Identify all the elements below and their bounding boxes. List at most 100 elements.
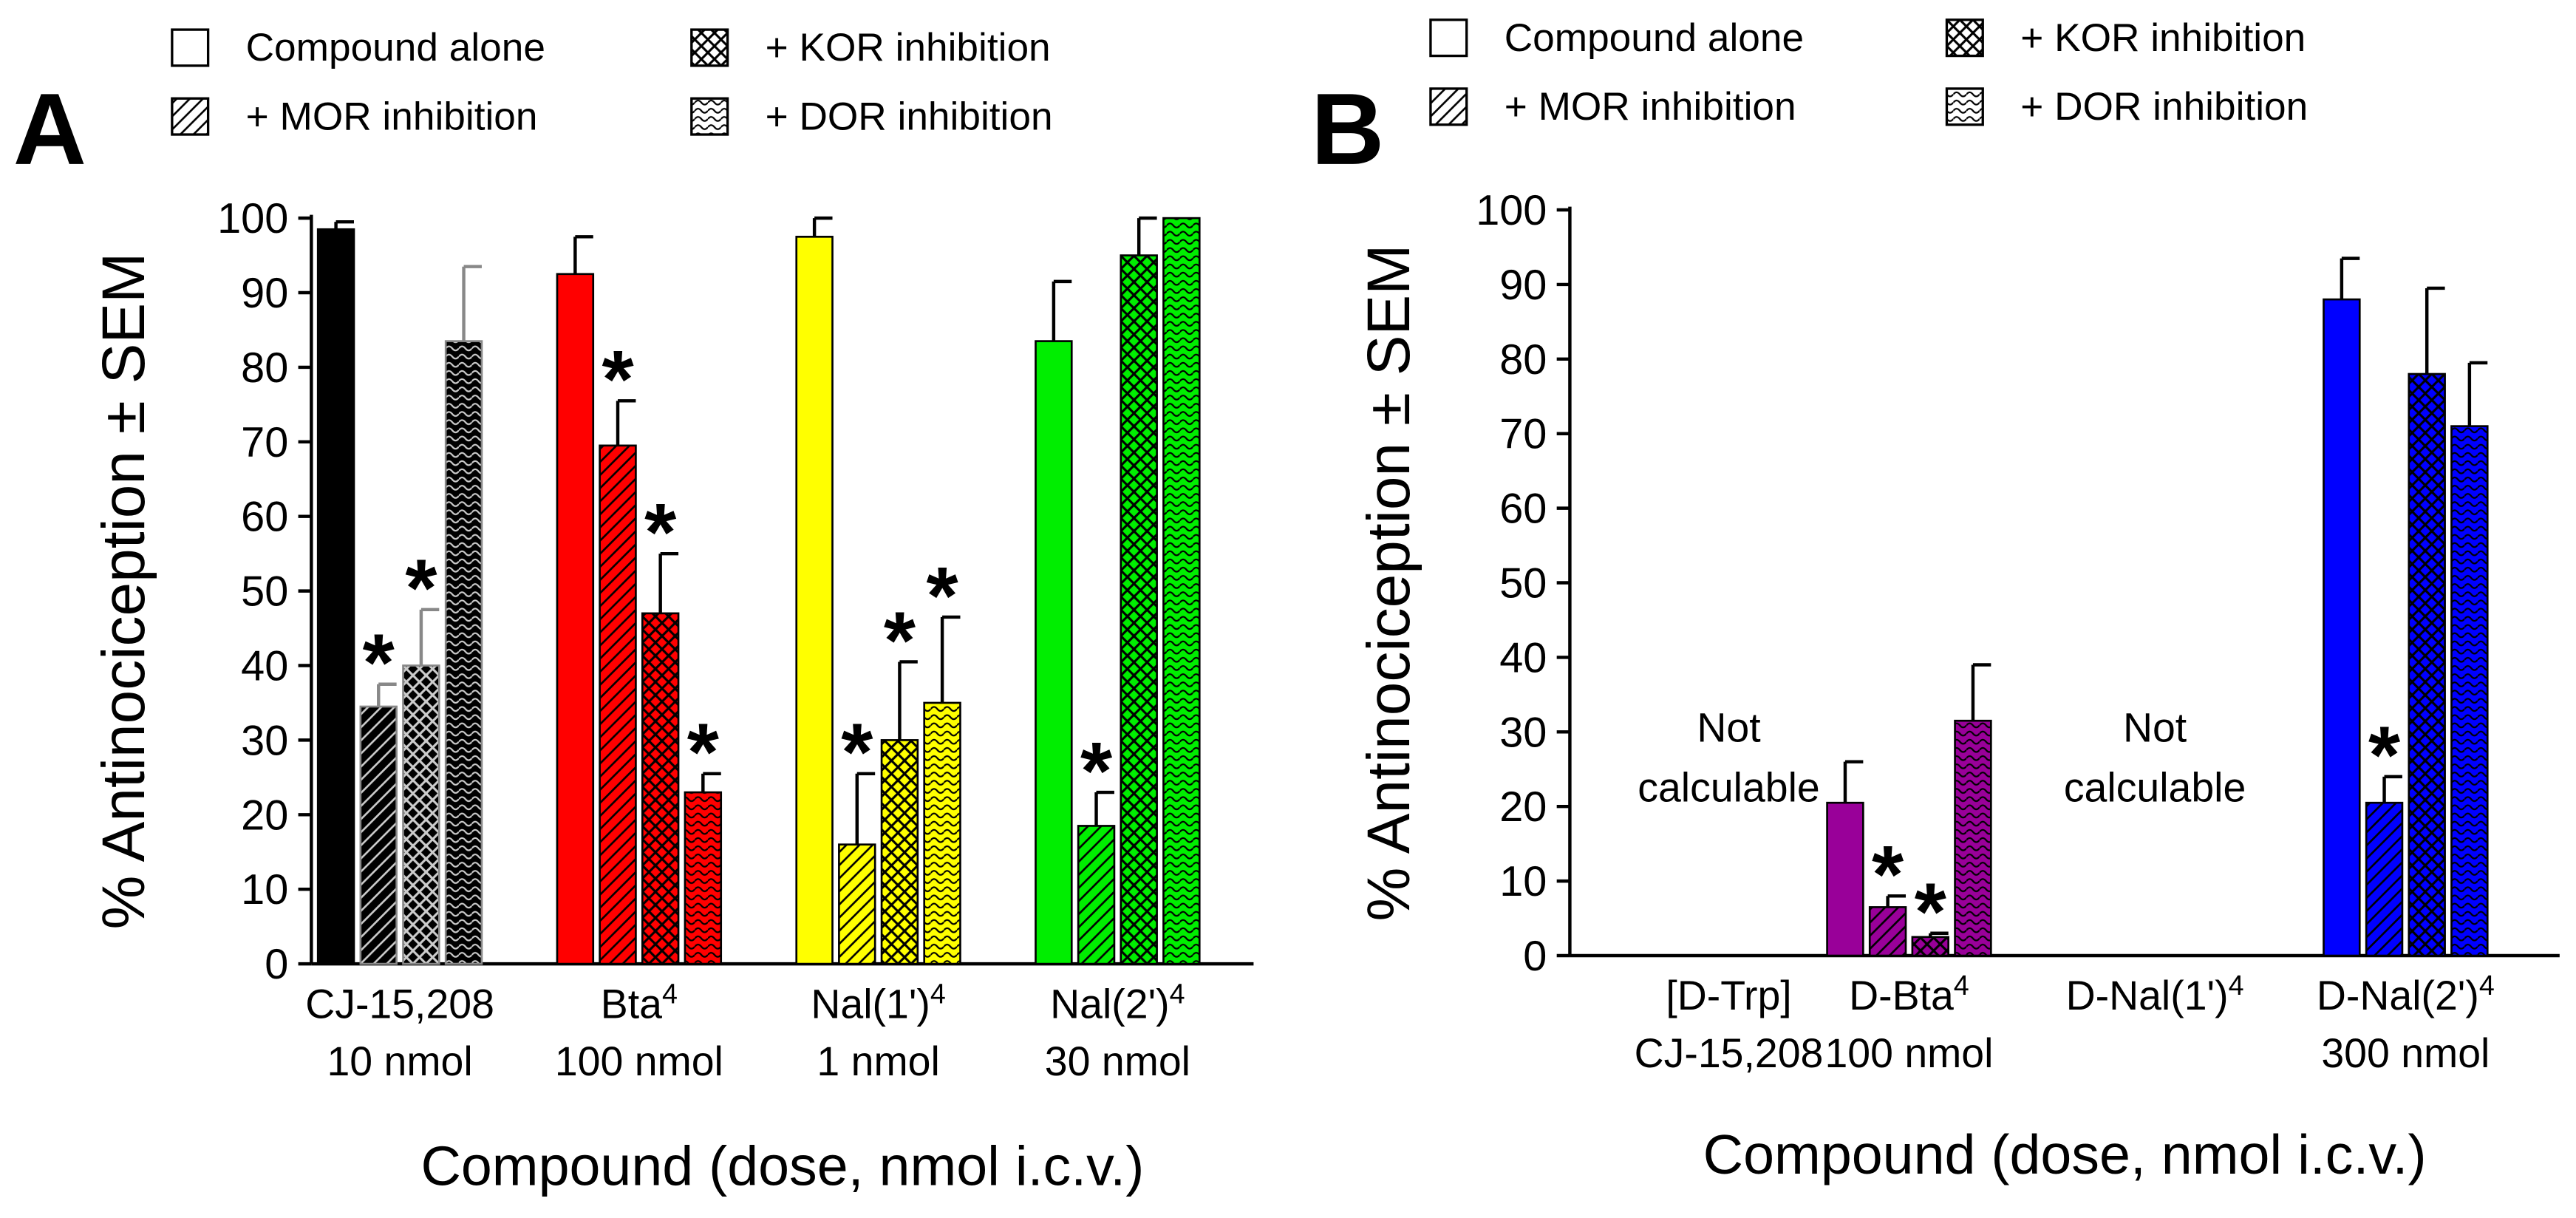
- y-tick-label: 10: [1499, 858, 1547, 905]
- bar: [2450, 425, 2489, 957]
- legend-label: Compound alone: [1505, 16, 1804, 60]
- dose-label: 1 nmol: [817, 1038, 939, 1084]
- bar: [444, 340, 483, 965]
- legend-swatch: [690, 28, 729, 67]
- legend-label: + MOR inhibition: [246, 95, 538, 138]
- significance-asterisk: *: [2368, 710, 2401, 801]
- y-tick-label: 90: [241, 270, 288, 317]
- panel-a: A Compound alone + MOR inhibition + KOR inh…: [13, 26, 1254, 1197]
- bar: [641, 612, 680, 965]
- legend-label: + MOR inhibition: [1505, 85, 1796, 129]
- legend-item: + DOR inhibition: [1945, 85, 2308, 129]
- category-label: Bta4: [601, 978, 678, 1027]
- legend-swatch: [171, 28, 210, 67]
- legend-swatch: [690, 97, 729, 136]
- bar: [1162, 217, 1201, 965]
- not-calculable-note: Not: [2123, 705, 2187, 751]
- legend-swatch: [1429, 87, 1468, 126]
- bar: [2408, 372, 2446, 957]
- legend-item: Compound alone: [171, 26, 545, 69]
- category-label: D-Nal(2')4: [2317, 970, 2495, 1018]
- y-tick-label: 30: [241, 717, 288, 764]
- dose-label: 300 nmol: [2321, 1030, 2490, 1076]
- legend: Compound alone + MOR inhibition + KOR inhi…: [1429, 16, 2308, 129]
- y-tick-label: 40: [241, 642, 288, 690]
- bar: [795, 236, 834, 965]
- bar: [923, 701, 961, 965]
- bar: [1868, 906, 1907, 957]
- panel-label: A: [13, 73, 86, 186]
- not-calculable-note: calculable: [2064, 764, 2246, 810]
- legend-label: + KOR inhibition: [766, 26, 1051, 69]
- y-tick-label: 20: [1499, 783, 1547, 831]
- y-tick-label: 100: [217, 195, 288, 242]
- bar: [880, 739, 919, 965]
- bar: [2323, 298, 2361, 957]
- legend-label: + KOR inhibition: [2020, 16, 2306, 60]
- significance-asterisk: *: [927, 551, 959, 642]
- category-label: D-Nal(1')4: [2066, 970, 2244, 1018]
- legend-label: + DOR inhibition: [2020, 85, 2308, 129]
- dose-label: 10 nmol: [327, 1038, 472, 1084]
- significance-asterisk: *: [1080, 726, 1113, 817]
- legend-label: Compound alone: [246, 26, 545, 69]
- x-axis-label: Compound (dose, nmol i.c.v.): [1703, 1123, 2427, 1185]
- legend-item: + MOR inhibition: [171, 95, 538, 138]
- category-label: D-Bta4: [1849, 970, 1969, 1018]
- bar: [556, 273, 595, 965]
- bar-group: [D-Trp] CJ-15,208 Not calculable: [1635, 705, 1824, 1076]
- bar: [316, 228, 355, 965]
- significance-asterisk: *: [1915, 867, 1947, 958]
- bar-group: D-Nal(2')4 300 nmol *: [2317, 256, 2495, 1076]
- bar: [838, 843, 876, 965]
- category-label: [D-Trp]: [1666, 973, 1791, 1018]
- bar: [1826, 801, 1864, 957]
- y-tick-label: 90: [1499, 262, 1547, 309]
- legend-swatch: [1429, 18, 1468, 58]
- bar: [1120, 254, 1158, 965]
- bar: [2365, 801, 2404, 957]
- bar-group: D-Bta4 100 nmol * *: [1824, 663, 1993, 1076]
- not-calculable-note: Not: [1697, 705, 1760, 751]
- significance-asterisk: *: [884, 595, 916, 686]
- panel-b: B Compound alone + MOR inhibition + KOR inh…: [1311, 16, 2560, 1185]
- category-label: Nal(2')4: [1050, 978, 1185, 1027]
- significance-asterisk: *: [363, 618, 395, 709]
- legend-swatch: [1945, 87, 1984, 126]
- x-axis-label: Compound (dose, nmol i.c.v.): [420, 1134, 1144, 1197]
- category-label: Nal(1')4: [811, 978, 945, 1027]
- y-tick-label: 60: [241, 494, 288, 541]
- dose-label: 100 nmol: [555, 1038, 723, 1084]
- y-tick-label: 80: [241, 344, 288, 392]
- category-label: CJ-15,208: [305, 981, 494, 1027]
- legend: Compound alone + MOR inhibition + KOR inhi…: [171, 26, 1053, 138]
- y-axis-label: % Antinociception ± SEM: [90, 253, 157, 930]
- y-tick-label: 80: [1499, 336, 1547, 384]
- bar: [1954, 719, 1992, 957]
- legend-swatch: [171, 97, 210, 136]
- dose-label: 100 nmol: [1824, 1030, 1993, 1076]
- y-axis-label: % Antinociception ± SEM: [1355, 245, 1422, 922]
- y-tick-label: 0: [265, 941, 288, 988]
- panel-label: B: [1311, 73, 1384, 186]
- not-calculable-note: calculable: [1638, 764, 1819, 810]
- bar-group: Nal(2')4 30 nmol *: [1035, 216, 1201, 1084]
- dose-label: 30 nmol: [1045, 1038, 1190, 1084]
- y-tick-label: 0: [1523, 933, 1547, 980]
- y-tick-label: 30: [1499, 709, 1547, 756]
- significance-asterisk: *: [1872, 829, 1904, 920]
- significance-asterisk: *: [644, 487, 677, 578]
- y-tick-label: 60: [1499, 486, 1547, 533]
- y-tick-label: 70: [1499, 411, 1547, 458]
- legend-item: + KOR inhibition: [690, 26, 1051, 69]
- legend-label: + DOR inhibition: [766, 95, 1053, 138]
- significance-asterisk: *: [405, 543, 437, 634]
- bar: [402, 664, 440, 965]
- bar: [599, 444, 637, 965]
- y-tick-label: 10: [241, 866, 288, 913]
- y-tick-label: 50: [241, 568, 288, 616]
- significance-asterisk: *: [602, 334, 634, 425]
- dose-label: CJ-15,208: [1635, 1030, 1824, 1076]
